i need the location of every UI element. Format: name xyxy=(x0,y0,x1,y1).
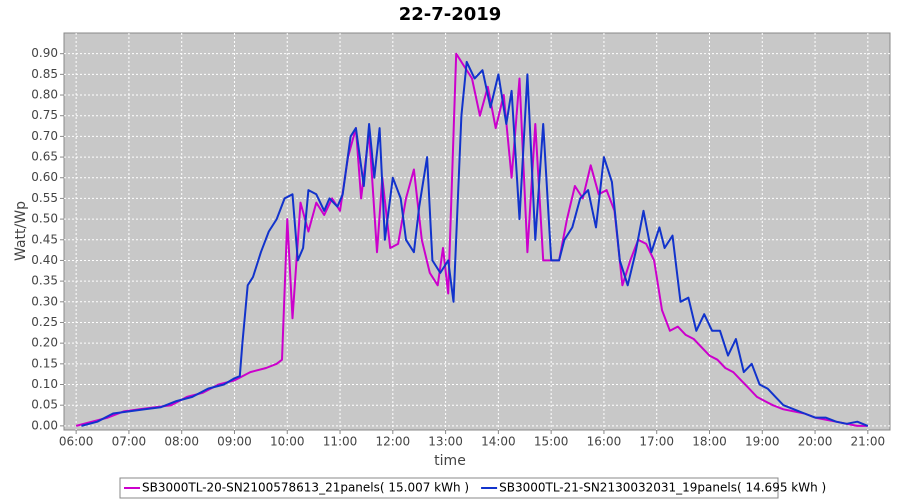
x-tick-label: 12:00 xyxy=(376,435,411,449)
x-tick-label: 15:00 xyxy=(534,435,569,449)
legend-label: SB3000TL-20-SN2100578613_21panels( 15.00… xyxy=(142,481,469,495)
y-tick-label: 0.80 xyxy=(31,88,58,102)
x-tick-label: 06:00 xyxy=(59,435,94,449)
y-tick-label: 0.45 xyxy=(31,232,58,246)
legend xyxy=(119,477,779,499)
y-tick-label: 0.05 xyxy=(31,398,58,412)
plot-area xyxy=(63,32,891,431)
x-tick-label: 14:00 xyxy=(481,435,516,449)
y-tick-label: 0.85 xyxy=(31,67,58,81)
y-tick-label: 0.20 xyxy=(31,336,58,350)
y-tick-label: 0.10 xyxy=(31,377,58,391)
y-tick-label: 0.55 xyxy=(31,191,58,205)
x-tick-label: 19:00 xyxy=(745,435,780,449)
series-line xyxy=(75,52,868,427)
x-tick-label: 08:00 xyxy=(164,435,199,449)
x-tick-label: 20:00 xyxy=(798,435,833,449)
y-axis-label: Watt/Wp xyxy=(13,201,29,261)
y-tick-label: 0.25 xyxy=(31,315,58,329)
x-tick-label: 13:00 xyxy=(428,435,463,449)
x-axis-label: time xyxy=(434,453,466,469)
y-tick-label: 0.50 xyxy=(31,212,58,226)
y-tick-label: 0.60 xyxy=(31,170,58,184)
x-tick-label: 18:00 xyxy=(692,435,727,449)
y-tick-label: 0.35 xyxy=(31,274,58,288)
y-tick-label: 0.30 xyxy=(31,294,58,308)
legend-label: SB3000TL-21-SN2130032031_19panels( 14.69… xyxy=(499,481,826,495)
y-tick-label: 0.70 xyxy=(31,129,58,143)
y-tick-label: 0.00 xyxy=(31,418,58,432)
y-tick-label: 0.40 xyxy=(31,253,58,267)
y-tick-label: 0.65 xyxy=(31,150,58,164)
x-tick-label: 09:00 xyxy=(217,435,252,449)
x-tick-label: 11:00 xyxy=(323,435,358,449)
y-tick-label: 0.75 xyxy=(31,108,58,122)
x-tick-label: 21:00 xyxy=(851,435,886,449)
y-tick-label: 0.90 xyxy=(31,46,58,60)
x-tick-label: 16:00 xyxy=(587,435,622,449)
chart-title: 22-7-2019 xyxy=(399,4,502,25)
x-tick-label: 17:00 xyxy=(639,435,674,449)
y-tick-label: 0.15 xyxy=(31,356,58,370)
x-tick-label: 07:00 xyxy=(112,435,147,449)
x-tick-label: 10:00 xyxy=(270,435,305,449)
series-line xyxy=(81,60,869,427)
